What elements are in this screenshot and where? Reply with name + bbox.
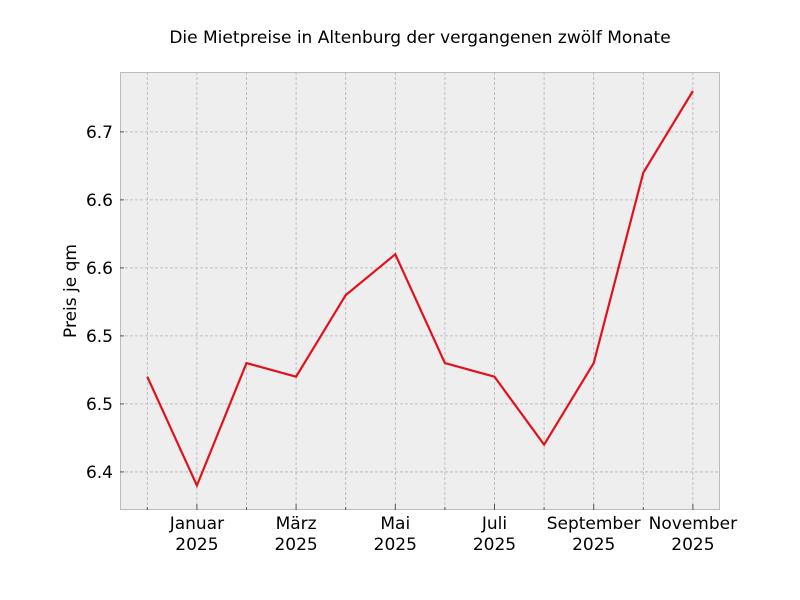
x-tick-year: 2025 <box>473 535 516 555</box>
x-tick-label: Mai <box>380 514 410 534</box>
x-tick-label: September <box>547 514 641 534</box>
x-tick-year: 2025 <box>374 535 417 555</box>
y-axis-label: Preis je qm <box>61 244 81 338</box>
x-tick-year: 2025 <box>572 535 615 555</box>
y-tick-label: 6.6 <box>86 259 113 279</box>
plot-area <box>120 72 720 510</box>
price-line <box>146 90 694 489</box>
x-axis-ticks: Januar2025März2025Mai2025Juli2025Septemb… <box>146 504 737 555</box>
x-tick-label: März <box>276 514 317 534</box>
grid-lines <box>120 72 720 510</box>
y-tick-label: 6.6 <box>86 191 113 211</box>
y-axis-ticks: 6.4 6.5 6.5 6.6 6.6 6.7 <box>86 123 124 483</box>
x-tick-year: 2025 <box>175 535 218 555</box>
y-tick-label: 6.4 <box>86 463 113 483</box>
x-tick-label: Januar <box>169 514 224 534</box>
x-tick-label: November <box>649 514 737 534</box>
y-tick-label: 6.5 <box>86 327 113 347</box>
y-tick-label: 6.5 <box>86 395 113 415</box>
x-tick-year: 2025 <box>671 535 714 555</box>
x-tick-year: 2025 <box>274 535 317 555</box>
y-tick-label: 6.7 <box>86 123 113 143</box>
chart-title: Die Mietpreise in Altenburg der vergange… <box>169 28 670 48</box>
x-tick-label: Juli <box>481 514 507 534</box>
